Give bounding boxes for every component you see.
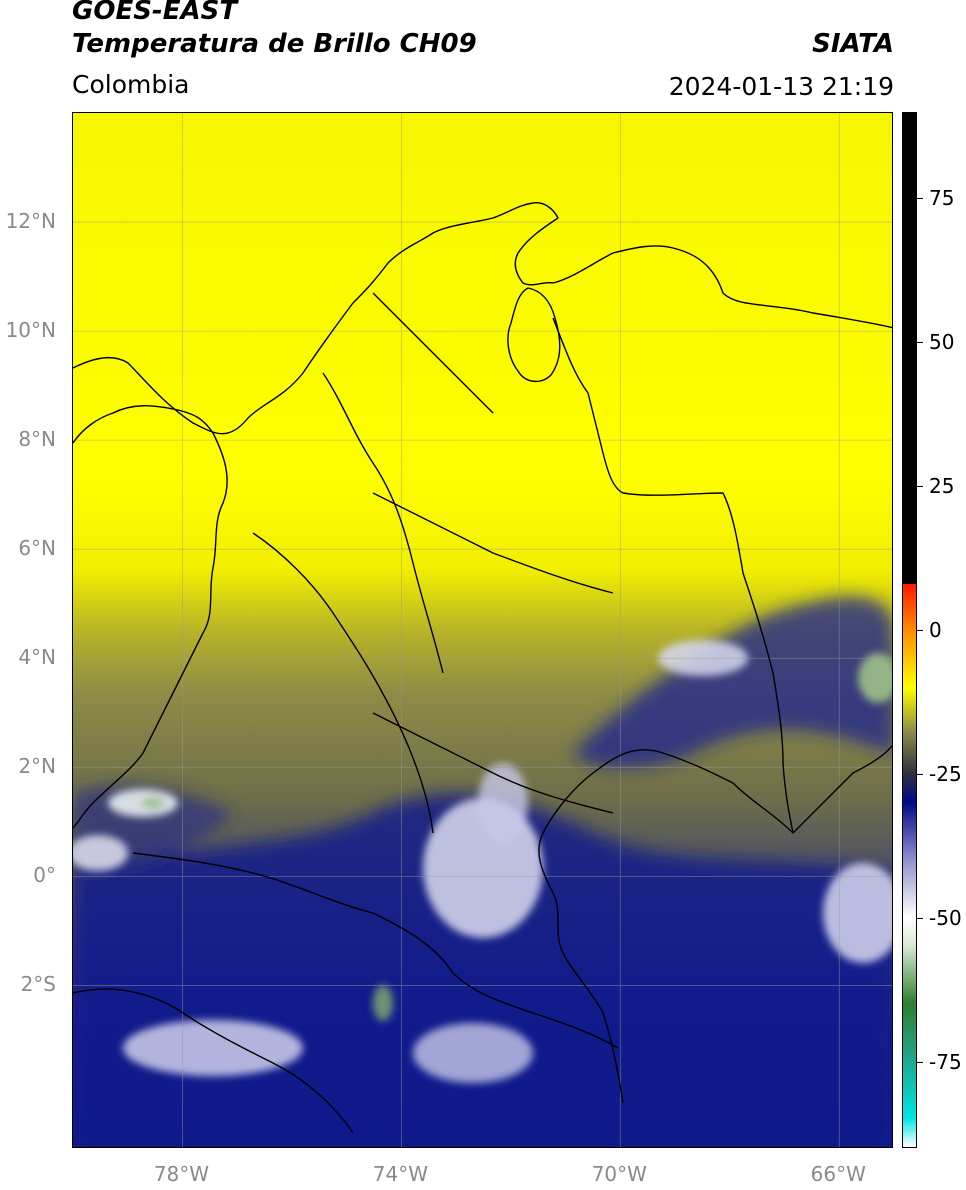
colorbar-tick-label: -75 bbox=[929, 1049, 962, 1074]
timestamp-label: 2024-01-13 21:19 bbox=[668, 72, 894, 101]
latitude-tick-label: 0° bbox=[33, 863, 56, 888]
longitude-tick-label: 66°W bbox=[810, 1162, 866, 1186]
longitude-tick-label: 74°W bbox=[372, 1162, 429, 1186]
core-east-edge bbox=[858, 653, 892, 703]
map-canvas bbox=[73, 113, 892, 1147]
product-subtitle: Temperatura de Brillo CH09 bbox=[72, 29, 477, 59]
graticule bbox=[73, 113, 892, 1147]
border-brazil-venezuela bbox=[792, 744, 892, 834]
colorbar-tick-label: -50 bbox=[929, 905, 962, 930]
latitude-tick-label: 8°N bbox=[18, 427, 56, 452]
core-green-2 bbox=[141, 797, 165, 809]
colorbar-tick-mark bbox=[917, 342, 923, 344]
coastline-pacific bbox=[73, 432, 228, 829]
convective-cores bbox=[73, 640, 892, 1083]
core-amazon-north bbox=[478, 763, 528, 843]
coastline-caribbean bbox=[73, 201, 892, 435]
latitude-tick-label: 2°N bbox=[18, 754, 56, 779]
border-colombia-venezuela bbox=[552, 317, 794, 834]
border-colombia-ecuador-peru bbox=[132, 852, 619, 1049]
colorbar-tick-label: 0 bbox=[929, 618, 942, 642]
core-southeast bbox=[823, 863, 892, 963]
colorbar-tick-mark bbox=[917, 1061, 923, 1063]
admin-andes bbox=[252, 532, 434, 834]
colorbar-tick-mark bbox=[917, 198, 923, 200]
latitude-tick-label: 2°S bbox=[20, 972, 56, 997]
core-pacific-2 bbox=[73, 835, 128, 871]
colorbar bbox=[902, 112, 917, 1148]
border-ecuador-peru bbox=[73, 988, 354, 1134]
border-colombia-brazil bbox=[538, 749, 794, 1104]
latitude-tick-label: 4°N bbox=[18, 645, 56, 670]
core-green-1 bbox=[373, 985, 393, 1021]
colorbar-tick-mark bbox=[917, 917, 923, 919]
lake-maracaibo bbox=[507, 287, 561, 382]
colorbar-tick-label: 75 bbox=[929, 186, 955, 211]
latitude-tick-label: 10°N bbox=[5, 318, 56, 343]
colorbar-tick-label: -25 bbox=[929, 761, 962, 786]
borders bbox=[73, 201, 892, 1134]
colorbar-tick-label: 50 bbox=[929, 330, 955, 355]
longitude-tick-label: 70°W bbox=[591, 1162, 647, 1186]
admin-amazonia bbox=[372, 712, 614, 814]
colorbar-tick-mark bbox=[917, 486, 923, 488]
latitude-tick-label: 6°N bbox=[18, 536, 56, 561]
satellite-map[interactable] bbox=[72, 112, 893, 1148]
admin-central bbox=[322, 372, 444, 674]
cold-cloud-band-east bbox=[573, 596, 892, 768]
region-label: Colombia bbox=[72, 70, 190, 99]
core-southwest bbox=[123, 1020, 303, 1076]
brand-label: SIATA bbox=[812, 29, 894, 59]
latitude-tick-label: 12°N bbox=[5, 209, 56, 234]
admin-orinoquia bbox=[372, 492, 614, 594]
colorbar-tick-mark bbox=[917, 630, 923, 631]
admin-north bbox=[372, 292, 494, 414]
core-south-central bbox=[413, 1023, 533, 1083]
longitude-tick-label: 78°W bbox=[153, 1162, 210, 1186]
border-colombia-panama bbox=[73, 405, 214, 444]
colorbar-tick-label: 25 bbox=[929, 474, 955, 499]
colorbar-tick-mark bbox=[917, 773, 923, 775]
product-title: GOES-EAST bbox=[72, 0, 238, 26]
